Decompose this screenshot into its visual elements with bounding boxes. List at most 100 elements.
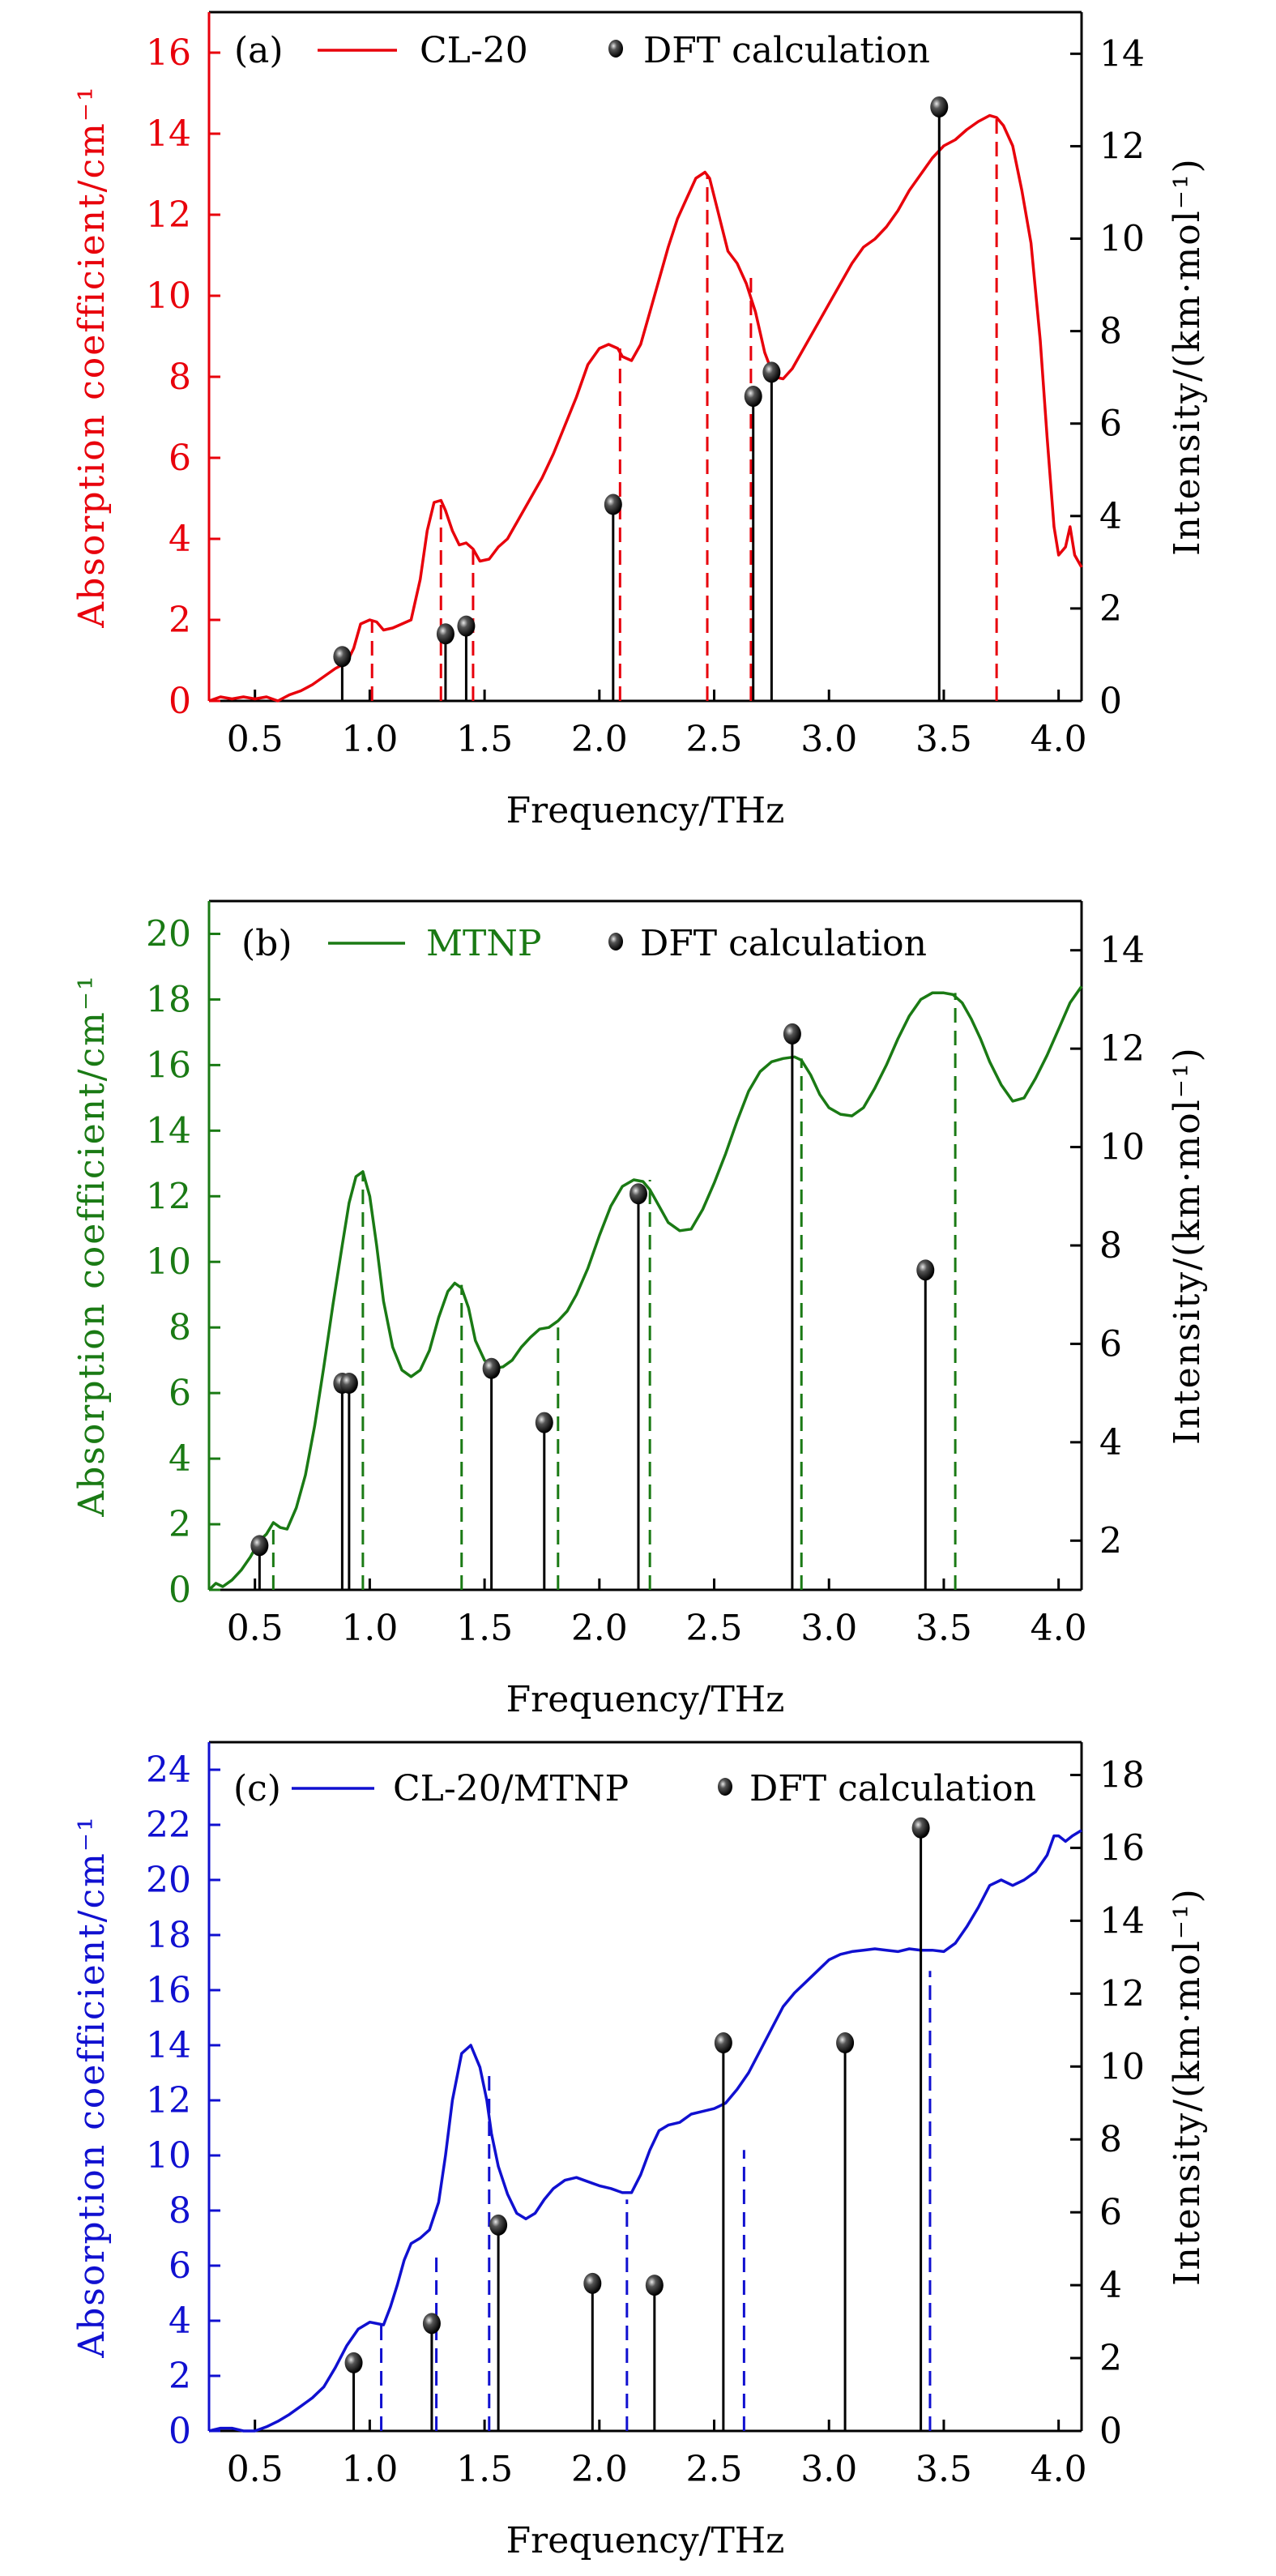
legend-dft-marker (608, 40, 623, 58)
y2-tick-label: 0 (1099, 681, 1122, 722)
x-tick-label: 0.5 (227, 2449, 284, 2490)
x-axis-title: Frequency/THz (506, 2520, 785, 2561)
y2-tick-label: 8 (1099, 311, 1122, 352)
y-tick-label: 2 (169, 600, 191, 641)
x-tick-label: 0.5 (227, 719, 284, 760)
dft-point (250, 1535, 269, 1557)
y-tick-label: 10 (146, 276, 191, 317)
dft-point (714, 2032, 732, 2054)
y-tick-label: 2 (169, 1504, 191, 1545)
x-axis-title: Frequency/THz (506, 1679, 785, 1720)
y2-axis-title: Intensity/(km·mol⁻¹) (1167, 1887, 1208, 2286)
spectrum-line (208, 1829, 1082, 2433)
x-tick-label: 1.5 (456, 1608, 513, 1649)
dft-point (482, 1357, 501, 1379)
y2-tick-label: 4 (1099, 496, 1122, 537)
panel-b: 0.5 1.0 1.5 2.0 2.5 3.0 3.5 4.0 0 2 4 6 8 10 12 14 16 18 2… (71, 899, 1208, 1720)
y-tick-label: 16 (146, 1970, 191, 2011)
y-tick-label: 20 (146, 1860, 191, 1901)
x-tick-label: 4.0 (1031, 1608, 1087, 1649)
y2-axis-title: Intensity/(km·mol⁻¹) (1167, 157, 1208, 556)
y-tick-label: 16 (146, 32, 191, 74)
y2-tick-label: 14 (1099, 33, 1145, 75)
y-tick-label: 14 (146, 113, 191, 155)
y2-tick-label: 0 (1099, 2411, 1122, 2452)
y-tick-label: 6 (169, 2245, 191, 2287)
y-tick-label: 22 (146, 1805, 191, 1846)
y-tick-label: 14 (146, 2025, 191, 2066)
dft-point (604, 493, 622, 515)
y-tick-label: 0 (169, 681, 191, 722)
panel-label: (b) (241, 923, 292, 964)
x-tick-label: 1.0 (341, 1608, 398, 1649)
y-tick-label: 16 (146, 1044, 191, 1086)
y-tick-label: 10 (146, 1241, 191, 1283)
dft-point (762, 361, 781, 383)
x-tick-label: 2.0 (571, 719, 628, 760)
y-tick-label: 12 (146, 194, 191, 236)
y-axis-title: Absorption coefficient/cm⁻¹ (71, 85, 113, 628)
dft-point (583, 2272, 602, 2294)
y-tick-label: 6 (169, 438, 191, 479)
y-tick-label: 0 (169, 1570, 191, 1611)
x-tick-label: 0.5 (227, 1608, 284, 1649)
x-tick-label: 3.0 (800, 1608, 857, 1649)
y2-tick-label: 12 (1099, 1028, 1145, 1070)
y-tick-label: 12 (146, 2080, 191, 2121)
dft-point (457, 615, 476, 637)
y2-tick-label: 4 (1099, 2265, 1122, 2306)
x-tick-label: 1.5 (456, 2449, 513, 2490)
x-tick-label: 4.0 (1031, 719, 1087, 760)
dft-point (436, 623, 454, 645)
dft-point (916, 1259, 935, 1281)
y2-tick-label: 2 (1099, 1520, 1122, 1561)
y-tick-label: 8 (169, 357, 191, 398)
x-tick-label: 2.0 (571, 1608, 628, 1649)
panel-a: 0.5 1.0 1.5 2.0 2.5 3.0 3.5 4.0 0 2 4 6 8 10 12 14 16 0 2 4… (71, 11, 1208, 831)
legend-line-label: MTNP (426, 923, 542, 964)
y-tick-label: 12 (146, 1176, 191, 1217)
spectrum-line (208, 113, 1083, 703)
legend-dft-label: DFT calculation (640, 923, 927, 964)
dft-point (422, 2313, 441, 2335)
panel-c: 0.5 1.0 1.5 2.0 2.5 3.0 3.5 4.00246810121416182… (71, 1741, 1208, 2561)
dft-point (645, 2275, 664, 2296)
y2-tick-label: 14 (1099, 930, 1145, 972)
y-tick-label: 8 (169, 1307, 191, 1348)
dft-point (836, 2032, 855, 2054)
y2-tick-label: 10 (1099, 219, 1145, 260)
x-tick-label: 1.5 (456, 719, 513, 760)
y2-axis-title: Intensity/(km·mol⁻¹) (1167, 1046, 1208, 1445)
y-tick-label: 0 (169, 2411, 191, 2452)
y-tick-label: 10 (146, 2135, 191, 2177)
y-tick-label: 6 (169, 1373, 191, 1414)
y2-tick-label: 12 (1099, 126, 1145, 167)
x-tick-label: 2.5 (686, 2449, 743, 2490)
y2-tick-label: 16 (1099, 1827, 1145, 1869)
y2-tick-label: 6 (1099, 1323, 1122, 1365)
y-tick-label: 14 (146, 1110, 191, 1151)
y2-tick-label: 18 (1099, 1754, 1145, 1796)
y2-tick-label: 14 (1099, 1900, 1145, 1942)
dft-point (344, 2352, 363, 2373)
x-tick-label: 2.5 (686, 1608, 743, 1649)
panel-label: (a) (234, 30, 284, 71)
y2-tick-label: 12 (1099, 1973, 1145, 2014)
dft-point (911, 1817, 930, 1839)
dft-point (535, 1412, 553, 1433)
y-tick-label: 4 (169, 1438, 191, 1480)
x-tick-label: 1.0 (341, 2449, 398, 2490)
x-tick-label: 3.5 (915, 719, 972, 760)
y2-tick-label: 2 (1099, 2338, 1122, 2379)
x-tick-label: 2.5 (686, 719, 743, 760)
legend-line-label: CL-20/MTNP (393, 1768, 629, 1809)
dft-point (744, 386, 762, 408)
y-axis-title: Absorption coefficient/cm⁻¹ (71, 1815, 113, 2358)
x-tick-label: 1.0 (341, 719, 398, 760)
x-tick-label: 4.0 (1031, 2449, 1087, 2490)
y2-tick-label: 6 (1099, 404, 1122, 445)
dft-point (629, 1183, 647, 1205)
y-tick-label: 8 (169, 2190, 191, 2232)
spectrum-line (207, 985, 1083, 1591)
